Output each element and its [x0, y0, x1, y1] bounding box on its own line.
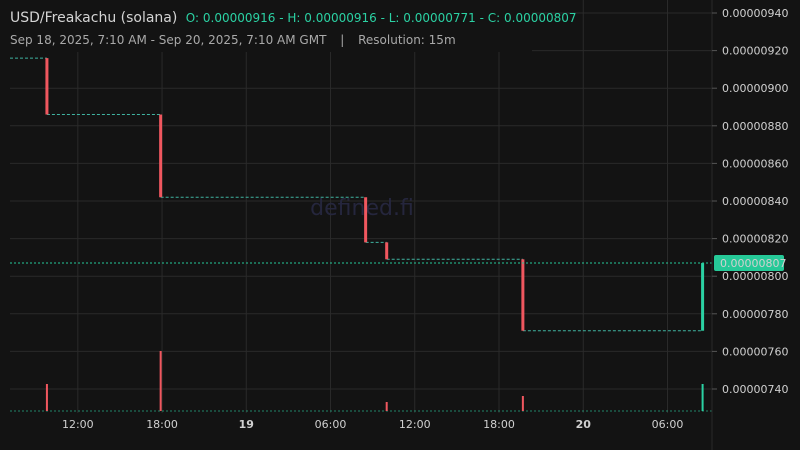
chart-subheader: Sep 18, 2025, 7:10 AM - Sep 20, 2025, 7:…: [10, 33, 456, 47]
date-range: Sep 18, 2025, 7:10 AM - Sep 20, 2025, 7:…: [10, 33, 327, 47]
candles: [45, 58, 705, 331]
grid: [10, 0, 712, 413]
x-tick-label: 06:00: [652, 418, 684, 431]
watermark: defined.fi: [310, 196, 414, 221]
x-tick-label: 18:00: [483, 418, 515, 431]
y-axis[interactable]: 0.00000940 0.00000920 0.00000900 0.00000880…: [712, 7, 788, 396]
current-price-tag-bg: [714, 255, 784, 272]
y-tick-label: 0.00000800: [722, 270, 788, 283]
pair-name: USD/Freakachu (solana): [10, 10, 178, 26]
volume-bar: [521, 396, 524, 411]
y-tick-label: 0.00000880: [722, 120, 788, 133]
ohlc-readout: O: 0.00000916 - H: 0.00000916 - L: 0.000…: [185, 11, 577, 25]
y-tick-label: 0.00000780: [722, 308, 788, 321]
x-tick-label: 12:00: [399, 418, 431, 431]
y-tick-label: 0.00000740: [722, 383, 788, 396]
y-tick-label: 0.00000920: [722, 45, 788, 58]
candle: [385, 242, 389, 260]
header-background: [0, 0, 532, 52]
chart-header: USD/Freakachu (solana) O: 0.00000916 - H…: [10, 10, 577, 26]
current-price-tag-label: 0.00000807: [720, 257, 786, 270]
volume-bar: [45, 384, 48, 411]
volume-bar: [701, 384, 704, 411]
candle: [521, 259, 525, 331]
x-tick-label: 12:00: [62, 418, 94, 431]
x-tick-label: 18:00: [146, 418, 178, 431]
volume-bar: [385, 402, 388, 411]
volume-bar: [159, 351, 162, 411]
y-tick-label: 0.00000760: [722, 345, 788, 358]
y-tick-label: 0.00000840: [722, 195, 788, 208]
y-tick-label: 0.00000900: [722, 82, 788, 95]
x-tick-label: 20: [576, 418, 592, 431]
y-tick-label: 0.00000820: [722, 233, 788, 246]
candle: [159, 114, 163, 198]
resolution: Resolution: 15m: [358, 33, 456, 47]
x-tick-label: 19: [239, 418, 254, 431]
volume-bars: [10, 351, 712, 412]
header-separator: |: [340, 33, 345, 47]
x-axis[interactable]: 12:00 18:00 19 06:00 12:00 18:00 20 06:00: [62, 418, 683, 431]
current-price-tag: 0.00000807: [714, 255, 786, 272]
price-step-line: [10, 57, 703, 332]
y-tick-label: 0.00000860: [722, 157, 788, 170]
candle: [364, 197, 368, 243]
candle: [701, 263, 705, 331]
y-tick-label: 0.00000940: [722, 7, 788, 20]
candle: [45, 58, 49, 115]
x-tick-label: 06:00: [315, 418, 347, 431]
